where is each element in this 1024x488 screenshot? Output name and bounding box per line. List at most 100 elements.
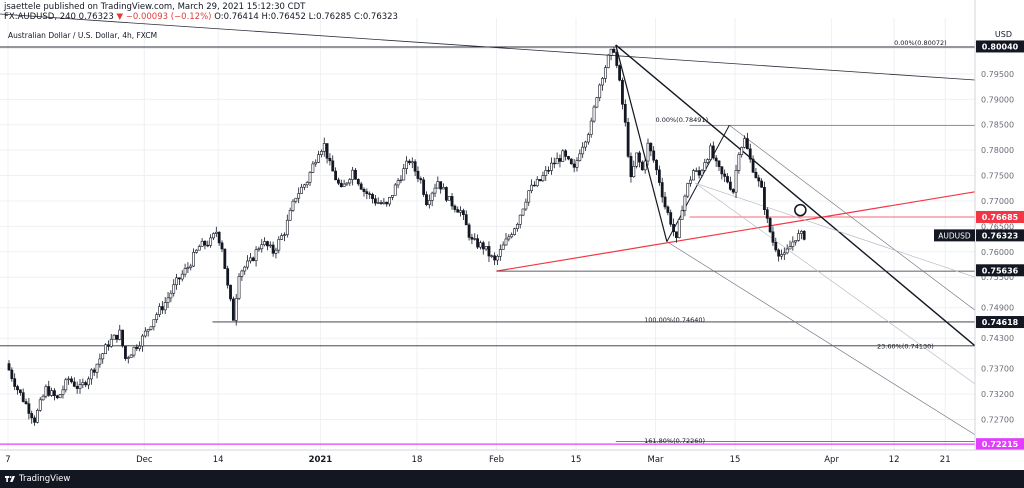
candle (10, 367, 14, 382)
time-tick-label: 18 (412, 455, 423, 465)
candle-body (461, 210, 465, 215)
candle-body (680, 210, 684, 220)
candle (567, 155, 570, 161)
currency-label: USD (995, 30, 1012, 39)
candle (390, 195, 394, 201)
candle-body (575, 160, 579, 168)
price-level-badge: 0.80040 (976, 40, 1024, 53)
candle (595, 96, 599, 109)
candle-body (626, 122, 630, 157)
candle (319, 149, 323, 158)
price-axis[interactable]: USD0.800000.795000.790000.785000.780000.… (934, 0, 1024, 470)
candle-body (172, 284, 176, 294)
candle (163, 297, 167, 315)
price-chart[interactable]: 0.00%(0.80072) 0.00%(0.78491) 100.00%(0.74… (0, 0, 1024, 470)
pitchfork-parallel (729, 124, 976, 311)
candle (422, 177, 426, 197)
candle (172, 279, 176, 297)
candle (663, 191, 667, 210)
candle (158, 303, 161, 318)
candle-body (149, 326, 153, 330)
candle (376, 197, 380, 204)
candle (169, 290, 173, 303)
candle (300, 183, 303, 194)
price-badge-bg (976, 264, 1024, 277)
candle (672, 218, 675, 237)
candle-body (706, 159, 710, 163)
candle (78, 379, 82, 394)
candle-body (603, 67, 607, 79)
candle (743, 135, 746, 149)
candle-body (413, 161, 417, 172)
candle-body (328, 157, 332, 162)
candle-body (89, 369, 93, 380)
last-price: 0.76323 (78, 12, 114, 22)
candle (555, 152, 559, 165)
candle (547, 166, 551, 175)
candle (351, 166, 355, 186)
candle (146, 328, 150, 337)
candle-body (7, 363, 11, 371)
candle (95, 363, 99, 379)
candle (754, 168, 758, 179)
candle (243, 265, 247, 275)
candle-body (686, 183, 690, 197)
pitchfork-prong (666, 125, 730, 242)
candle-body (476, 238, 480, 248)
candle (530, 179, 533, 194)
candle (745, 132, 749, 150)
candle (348, 178, 352, 186)
candle-body (700, 170, 704, 176)
candle-body (660, 182, 664, 198)
candle-body (405, 160, 409, 169)
candle-body (33, 417, 36, 423)
candle (104, 343, 107, 355)
candle-body (325, 143, 329, 159)
candle-body (212, 233, 215, 239)
candle (737, 152, 741, 174)
candle-body (450, 196, 454, 207)
candle-body (308, 172, 312, 183)
candle (81, 378, 85, 389)
candle-body (743, 138, 746, 148)
candle-body (18, 389, 22, 393)
candle-body (731, 189, 735, 193)
price-tick-label: 0.78500 (981, 121, 1014, 130)
candle (362, 187, 366, 197)
candle-body (427, 200, 431, 206)
candle (325, 143, 329, 164)
candle (544, 166, 548, 181)
time-axis[interactable]: 7 Dec 14 2021 18 Feb 15 Mar 15 Apr 12 21 (0, 449, 1024, 465)
candle (717, 160, 721, 172)
candle-body (444, 187, 448, 201)
candle (135, 344, 139, 352)
candle (399, 175, 403, 184)
candle-body (206, 244, 210, 247)
price-badge-bg (976, 316, 1024, 329)
candle-body (453, 205, 457, 210)
candle (183, 263, 187, 278)
candle-body (373, 198, 377, 204)
candle (92, 367, 96, 376)
candle (84, 380, 88, 388)
candle (561, 149, 565, 162)
candle (629, 152, 633, 183)
price-tick-label: 0.76500 (981, 222, 1014, 231)
candle-body (717, 160, 721, 167)
candle (677, 218, 681, 239)
candle-body (470, 237, 474, 240)
candle-body (112, 334, 116, 340)
candle-body (35, 410, 39, 423)
candle (473, 233, 477, 241)
candle-body (124, 345, 127, 359)
candle (118, 324, 122, 341)
tradingview-logo-icon[interactable] (5, 474, 15, 484)
candle-body (41, 395, 45, 401)
candle-body (524, 201, 528, 210)
candle-body (402, 168, 406, 181)
candle-body (564, 150, 568, 157)
candle-body (246, 260, 249, 268)
candle-body (473, 238, 477, 240)
price-badge-bg (976, 210, 1024, 223)
candle (115, 334, 119, 343)
